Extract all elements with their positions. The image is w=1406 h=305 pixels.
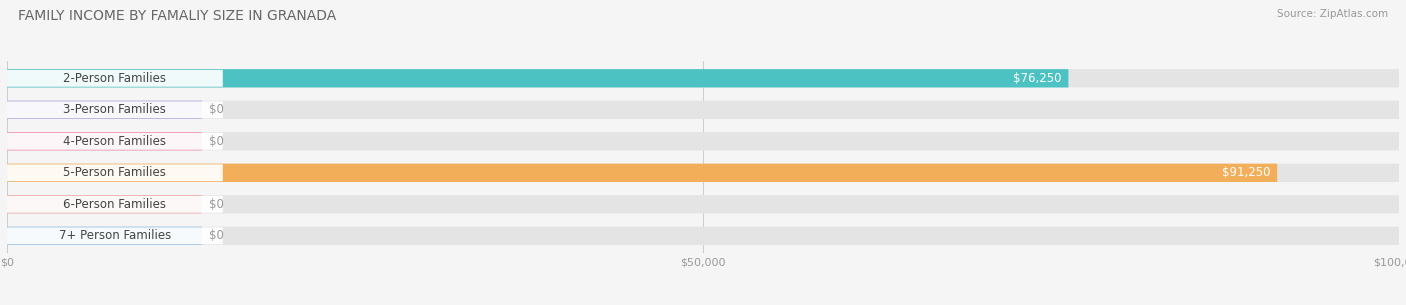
FancyBboxPatch shape [7,101,1399,119]
FancyBboxPatch shape [7,164,222,181]
Text: $0: $0 [209,103,224,116]
Text: 4-Person Families: 4-Person Families [63,135,166,148]
FancyBboxPatch shape [7,133,222,150]
FancyBboxPatch shape [7,132,1399,150]
Text: 7+ Person Families: 7+ Person Families [59,229,172,242]
Text: $0: $0 [209,198,224,211]
Text: 2-Person Families: 2-Person Families [63,72,166,85]
FancyBboxPatch shape [7,228,222,244]
FancyBboxPatch shape [7,227,202,245]
FancyBboxPatch shape [7,164,1277,182]
FancyBboxPatch shape [7,132,202,150]
FancyBboxPatch shape [7,101,202,119]
FancyBboxPatch shape [7,101,222,118]
Text: 3-Person Families: 3-Person Families [63,103,166,116]
Text: Source: ZipAtlas.com: Source: ZipAtlas.com [1277,9,1388,19]
Text: 6-Person Families: 6-Person Families [63,198,166,211]
FancyBboxPatch shape [7,196,222,213]
Text: $91,250: $91,250 [1222,166,1270,179]
FancyBboxPatch shape [7,195,202,214]
Text: $0: $0 [209,229,224,242]
FancyBboxPatch shape [7,164,1399,182]
FancyBboxPatch shape [7,69,1399,88]
FancyBboxPatch shape [7,69,1069,88]
FancyBboxPatch shape [7,227,1399,245]
Text: $0: $0 [209,135,224,148]
Text: FAMILY INCOME BY FAMALIY SIZE IN GRANADA: FAMILY INCOME BY FAMALIY SIZE IN GRANADA [18,9,336,23]
Text: 5-Person Families: 5-Person Families [63,166,166,179]
Text: $76,250: $76,250 [1012,72,1062,85]
FancyBboxPatch shape [7,70,222,87]
FancyBboxPatch shape [7,195,1399,214]
